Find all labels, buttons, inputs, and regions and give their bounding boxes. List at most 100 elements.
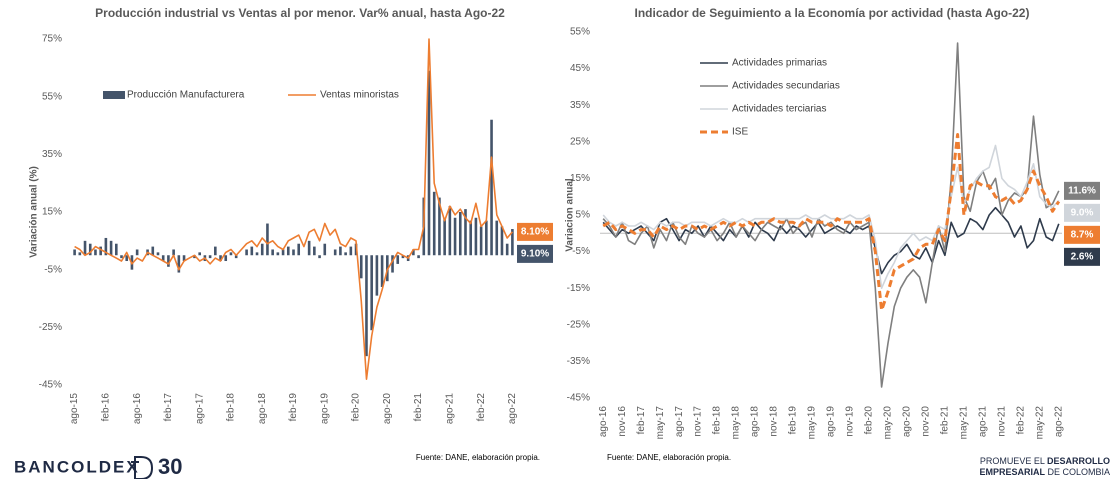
y-tick-label: 75% — [42, 34, 62, 45]
bar — [485, 220, 488, 256]
bar — [359, 255, 363, 279]
y-tick-label: -5% — [44, 264, 62, 275]
y-tick-label: -45% — [567, 393, 590, 404]
legend-label: Producción Manufacturera — [127, 90, 245, 101]
x-tick-label: ago-17 — [194, 393, 205, 425]
bar — [167, 255, 170, 267]
end-label-box — [1064, 247, 1100, 266]
bar — [370, 255, 373, 331]
end-label: 9.10% — [521, 249, 549, 260]
bar — [292, 249, 295, 256]
y-tick-label: -5% — [572, 246, 590, 257]
legend-label: Actividades primarias — [732, 58, 827, 69]
x-tick-label: ago-16 — [598, 406, 609, 438]
y-tick-label: -25% — [39, 322, 62, 333]
end-label-box — [517, 222, 553, 241]
bar — [104, 237, 108, 256]
bar — [156, 252, 160, 256]
line — [602, 206, 1060, 275]
logo-number: 30 — [158, 454, 182, 479]
bar — [219, 255, 222, 262]
end-label-box — [517, 244, 553, 263]
bar — [255, 252, 259, 256]
chart-title: Indicador de Seguimiento a la Economía p… — [635, 6, 1030, 20]
tagline-part: DE COLOMBIA — [1045, 467, 1110, 477]
x-tick-label: feb-20 — [351, 393, 362, 422]
y-tick-label: -45% — [39, 380, 62, 391]
bar — [198, 252, 201, 256]
bar — [94, 249, 97, 256]
y-tick-label: 25% — [570, 136, 590, 147]
x-tick-label: may-20 — [883, 406, 894, 440]
chart-title: Producción industrial vs Ventas al por m… — [95, 6, 505, 20]
bar — [177, 255, 181, 273]
bar — [99, 246, 102, 256]
bar — [469, 220, 473, 256]
bar — [88, 243, 92, 256]
tagline-part: PROMUEVE EL — [980, 456, 1047, 466]
source-note: Fuente: DANE, elaboración propia. — [607, 453, 731, 462]
bar — [448, 206, 452, 256]
tagline-part: DESARROLLO — [1047, 456, 1110, 466]
x-tick-label: ago-22 — [507, 393, 518, 425]
x-tick-label: feb-17 — [163, 393, 174, 422]
bar — [479, 226, 483, 256]
bar — [245, 249, 248, 256]
legend-swatch — [103, 91, 125, 99]
x-tick-label: ago-15 — [69, 393, 80, 425]
x-tick-label: ago-18 — [750, 406, 761, 438]
x-tick-label: feb-21 — [940, 406, 951, 435]
bar — [464, 209, 467, 256]
dashed-line — [602, 133, 1061, 312]
bar — [234, 255, 238, 259]
bar — [443, 217, 446, 256]
x-tick-label: may-22 — [1034, 406, 1045, 440]
bar — [453, 217, 457, 256]
bar — [125, 255, 129, 262]
bar — [401, 255, 405, 259]
y-tick-label: -15% — [567, 283, 590, 294]
x-tick-label: nov-19 — [845, 406, 856, 437]
end-label: 8.7% — [1071, 229, 1094, 240]
y-tick-label: -25% — [567, 319, 590, 330]
bar — [438, 197, 441, 256]
legend-label: Actividades secundarias — [732, 81, 840, 92]
bar — [281, 249, 285, 256]
legend-label: Actividades terciarias — [732, 104, 826, 115]
bar — [500, 226, 504, 256]
x-tick-label: feb-19 — [288, 393, 299, 422]
x-tick-label: feb-20 — [864, 406, 875, 435]
bar — [380, 255, 384, 287]
bar — [271, 249, 274, 256]
bar — [375, 255, 379, 296]
bar — [193, 255, 196, 259]
bar — [333, 249, 337, 256]
x-tick-label: may-17 — [655, 406, 666, 440]
bar — [78, 252, 82, 256]
bar — [511, 229, 514, 256]
y-tick-label: 45% — [570, 63, 590, 74]
bar — [120, 255, 123, 259]
bar — [266, 223, 269, 256]
bar — [505, 243, 509, 256]
x-tick-label: may-21 — [959, 406, 970, 440]
bar — [276, 252, 280, 256]
bar — [109, 240, 113, 256]
y-tick-label: 15% — [570, 173, 590, 184]
bar — [250, 246, 254, 256]
legend-label: Ventas minoristas — [320, 90, 399, 101]
y-tick-label: 15% — [42, 207, 62, 218]
bar — [318, 255, 321, 259]
bar — [260, 243, 264, 256]
end-label: 9.0% — [1071, 207, 1094, 218]
source-note: Fuente: DANE, elaboración propia. — [416, 453, 540, 462]
bar — [490, 119, 493, 256]
x-tick-label: ago-18 — [257, 393, 268, 425]
end-label-box — [1064, 203, 1100, 222]
bar — [161, 255, 165, 262]
line — [602, 144, 1060, 289]
bar — [396, 255, 400, 264]
x-tick-label: feb-18 — [226, 393, 237, 422]
x-tick-label: ago-19 — [826, 406, 837, 438]
